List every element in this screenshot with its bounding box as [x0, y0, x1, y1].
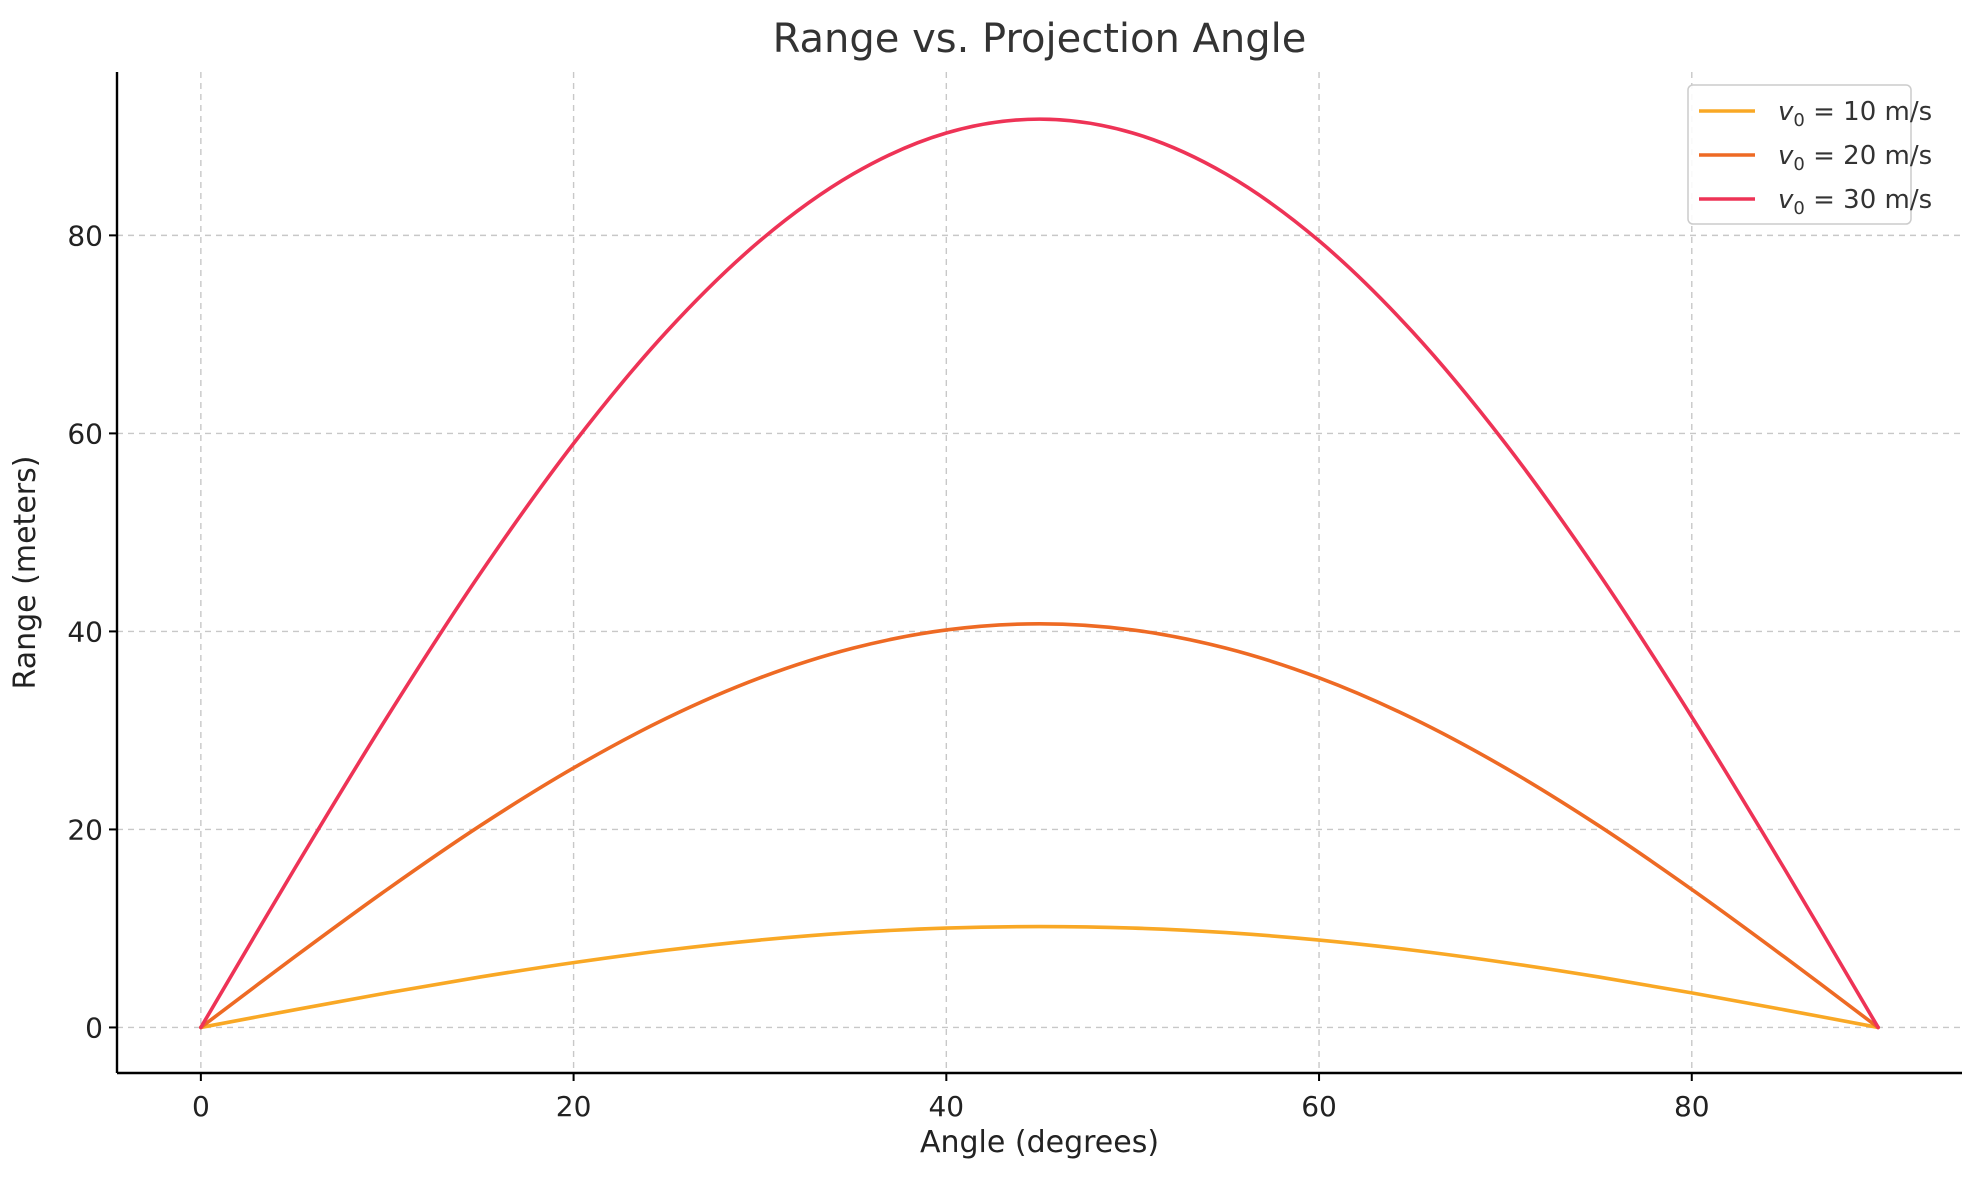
legend-label-var: v — [1778, 97, 1794, 127]
legend-label-rest: = 20 m/s — [1805, 141, 1932, 171]
x-axis-title: Angle (degrees) — [920, 1125, 1159, 1160]
legend-label-1: v0 = 10 m/s — [1778, 97, 1932, 131]
y-axis-title: Range (meters) — [8, 456, 43, 690]
axes: 0 20 40 60 80 0 20 40 60 80 — [67, 72, 1962, 1123]
grid — [117, 72, 1962, 1073]
plot-area — [199, 117, 1880, 1030]
x-tick-label: 20 — [556, 1090, 592, 1123]
legend-label-sub: 0 — [1793, 110, 1804, 131]
x-tick-label: 80 — [1674, 1090, 1710, 1123]
legend-label-sub: 0 — [1793, 198, 1804, 219]
y-tick-label: 20 — [67, 813, 103, 846]
legend-label-var: v — [1778, 185, 1794, 215]
series-line-3 — [199, 117, 1880, 1030]
chart-title: Range vs. Projection Angle — [773, 16, 1307, 62]
y-tick-label: 0 — [85, 1011, 103, 1044]
legend: v0 = 10 m/sv0 = 20 m/sv0 = 30 m/s — [1687, 84, 1932, 225]
x-tick-label: 0 — [192, 1090, 210, 1123]
legend-label-sub: 0 — [1793, 154, 1804, 175]
legend-label-rest: = 30 m/s — [1805, 185, 1932, 215]
y-tick-label: 80 — [67, 219, 103, 252]
y-tick-label: 40 — [67, 615, 103, 648]
legend-label-rest: = 10 m/s — [1805, 97, 1932, 127]
legend-label-2: v0 = 20 m/s — [1778, 141, 1932, 175]
x-tick-label: 40 — [928, 1090, 964, 1123]
legend-label-3: v0 = 30 m/s — [1778, 185, 1932, 219]
series-line-2 — [199, 621, 1880, 1030]
x-tick-label: 60 — [1301, 1090, 1337, 1123]
y-tick-label: 60 — [67, 417, 103, 450]
series-line-1 — [199, 924, 1880, 1030]
legend-box — [1687, 84, 1912, 225]
legend-label-var: v — [1778, 141, 1794, 171]
